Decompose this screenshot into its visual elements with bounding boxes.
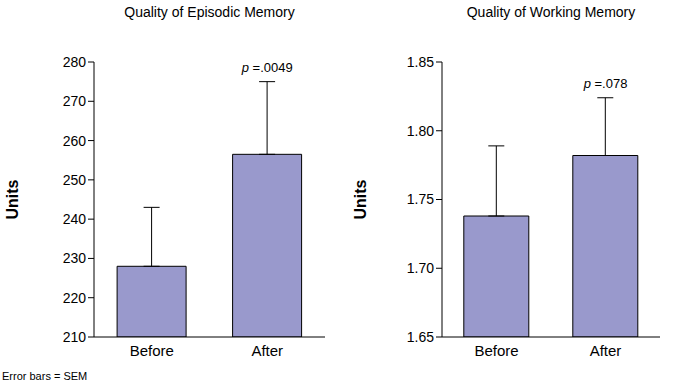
svg-text:250: 250: [63, 172, 87, 188]
svg-text:230: 230: [63, 250, 87, 266]
svg-text:Before: Before: [130, 342, 174, 359]
svg-text:p =.0049: p =.0049: [241, 60, 293, 75]
svg-text:270: 270: [63, 93, 87, 109]
svg-text:After: After: [590, 342, 622, 359]
svg-text:240: 240: [63, 211, 87, 227]
svg-text:Before: Before: [474, 342, 518, 359]
svg-text:After: After: [251, 342, 283, 359]
html-text:Quality of Working Memory: Quality of Working Memory: [466, 4, 636, 20]
svg-text:1.70: 1.70: [407, 260, 434, 276]
svg-text:Units: Units: [352, 179, 369, 219]
svg-text:Units: Units: [8, 179, 21, 219]
svg-text:210: 210: [63, 329, 87, 345]
svg-text:280: 280: [63, 54, 87, 70]
html-text:Error bars = SEM: Error bars = SEM: [2, 370, 88, 382]
svg-text:1.75: 1.75: [407, 191, 434, 207]
svg-text:1.65: 1.65: [407, 329, 434, 345]
svg-text:220: 220: [63, 290, 87, 306]
html-text:Quality of Episodic Memory: Quality of Episodic Memory: [124, 4, 295, 20]
svg-text:1.80: 1.80: [407, 123, 434, 139]
svg-text:1.85: 1.85: [407, 54, 434, 70]
svg-text:p =.078: p =.078: [583, 76, 628, 91]
svg-text:260: 260: [63, 133, 87, 149]
